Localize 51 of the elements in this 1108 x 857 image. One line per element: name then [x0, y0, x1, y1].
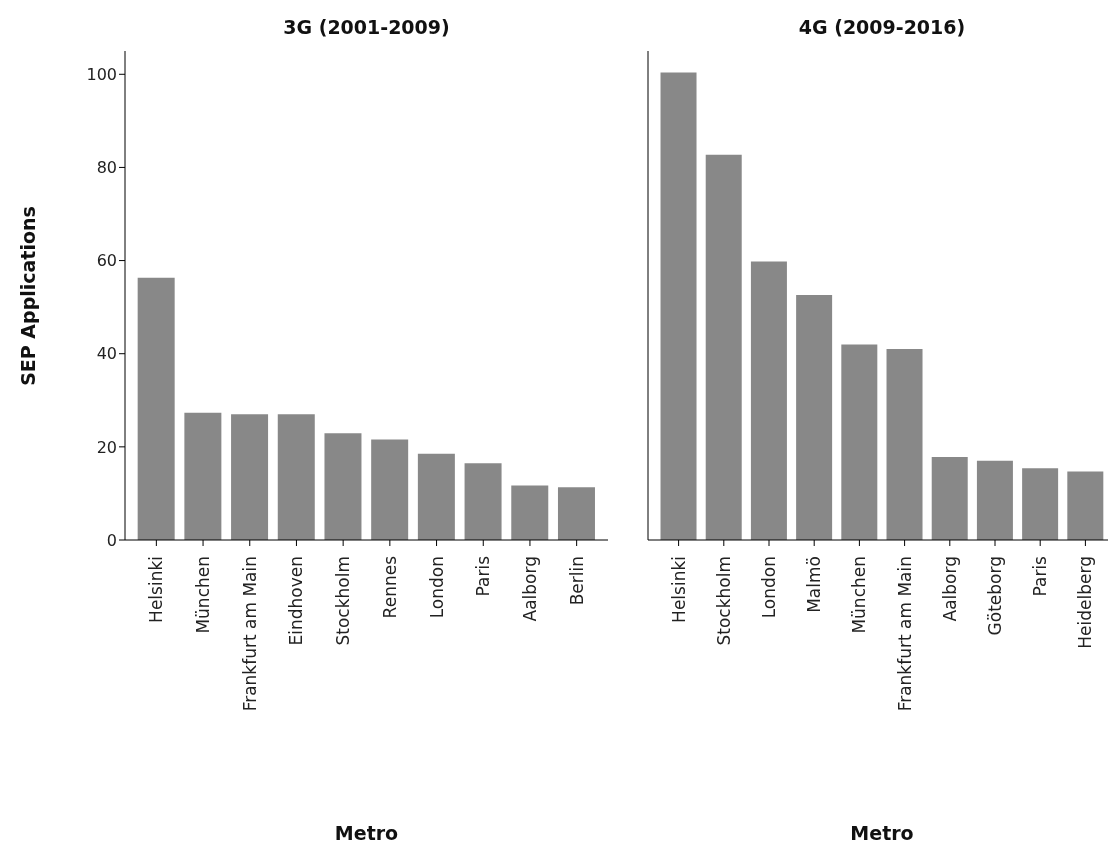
- x-tick-label: Helsinki: [668, 556, 689, 623]
- bar: [184, 412, 222, 540]
- bar: [841, 344, 878, 540]
- x-tick-label: Frankfurt am Main: [239, 556, 260, 712]
- y-tick-label: 0: [106, 530, 117, 550]
- bar: [976, 460, 1013, 540]
- bar: [1022, 468, 1059, 540]
- x-tick-label: Göteborg: [985, 556, 1005, 636]
- chart-title: 4G (2009-2016): [797, 16, 967, 38]
- x-tick-label: Eindhoven: [286, 556, 307, 646]
- x-tick-label: Stockholm: [333, 556, 354, 646]
- x-tick-label: Heidelberg: [1075, 556, 1096, 649]
- bar: [886, 349, 923, 540]
- x-tick-label: Aalborg: [519, 556, 540, 622]
- y-tick-label: 20: [96, 437, 117, 457]
- bar: [931, 457, 968, 540]
- x-tick-label: München: [849, 556, 870, 634]
- x-tick-label: Frankfurt am Main: [894, 556, 915, 712]
- x-tick-label: Helsinki: [146, 556, 167, 623]
- x-tick-label: Aalborg: [939, 556, 960, 622]
- bar: [557, 487, 595, 540]
- bar: [660, 72, 697, 540]
- x-axis-title: Metro: [333, 822, 400, 844]
- y-tick-label: 100: [86, 64, 117, 84]
- x-tick-label: München: [193, 556, 214, 634]
- bar: [277, 414, 315, 540]
- bar: [231, 414, 269, 540]
- bar: [324, 433, 362, 540]
- chart-title: 3G (2001-2009): [282, 16, 451, 38]
- x-tick-label: Paris: [473, 555, 494, 597]
- bar: [511, 485, 549, 540]
- x-tick-label: Paris: [1030, 555, 1051, 597]
- bar: [417, 453, 455, 540]
- x-tick-label: London: [426, 556, 447, 619]
- bar: [750, 261, 787, 540]
- y-tick-label: 40: [96, 344, 117, 364]
- x-tick-label: Berlin: [566, 556, 587, 606]
- x-axis-title: Metro: [849, 822, 915, 844]
- bar: [1067, 471, 1104, 540]
- bar: [796, 295, 833, 540]
- y-tick-label: 80: [96, 158, 117, 178]
- bar: [371, 439, 409, 540]
- y-axis-title: SEP Applications: [17, 205, 40, 386]
- x-tick-label: Rennes: [379, 555, 400, 619]
- bar: [705, 154, 742, 540]
- x-tick-label: Stockholm: [713, 556, 734, 646]
- bar: [137, 277, 175, 540]
- x-tick-label: Malmö: [804, 556, 825, 613]
- x-tick-label: London: [759, 556, 779, 619]
- bar: [464, 463, 502, 540]
- y-tick-label: 60: [96, 251, 117, 271]
